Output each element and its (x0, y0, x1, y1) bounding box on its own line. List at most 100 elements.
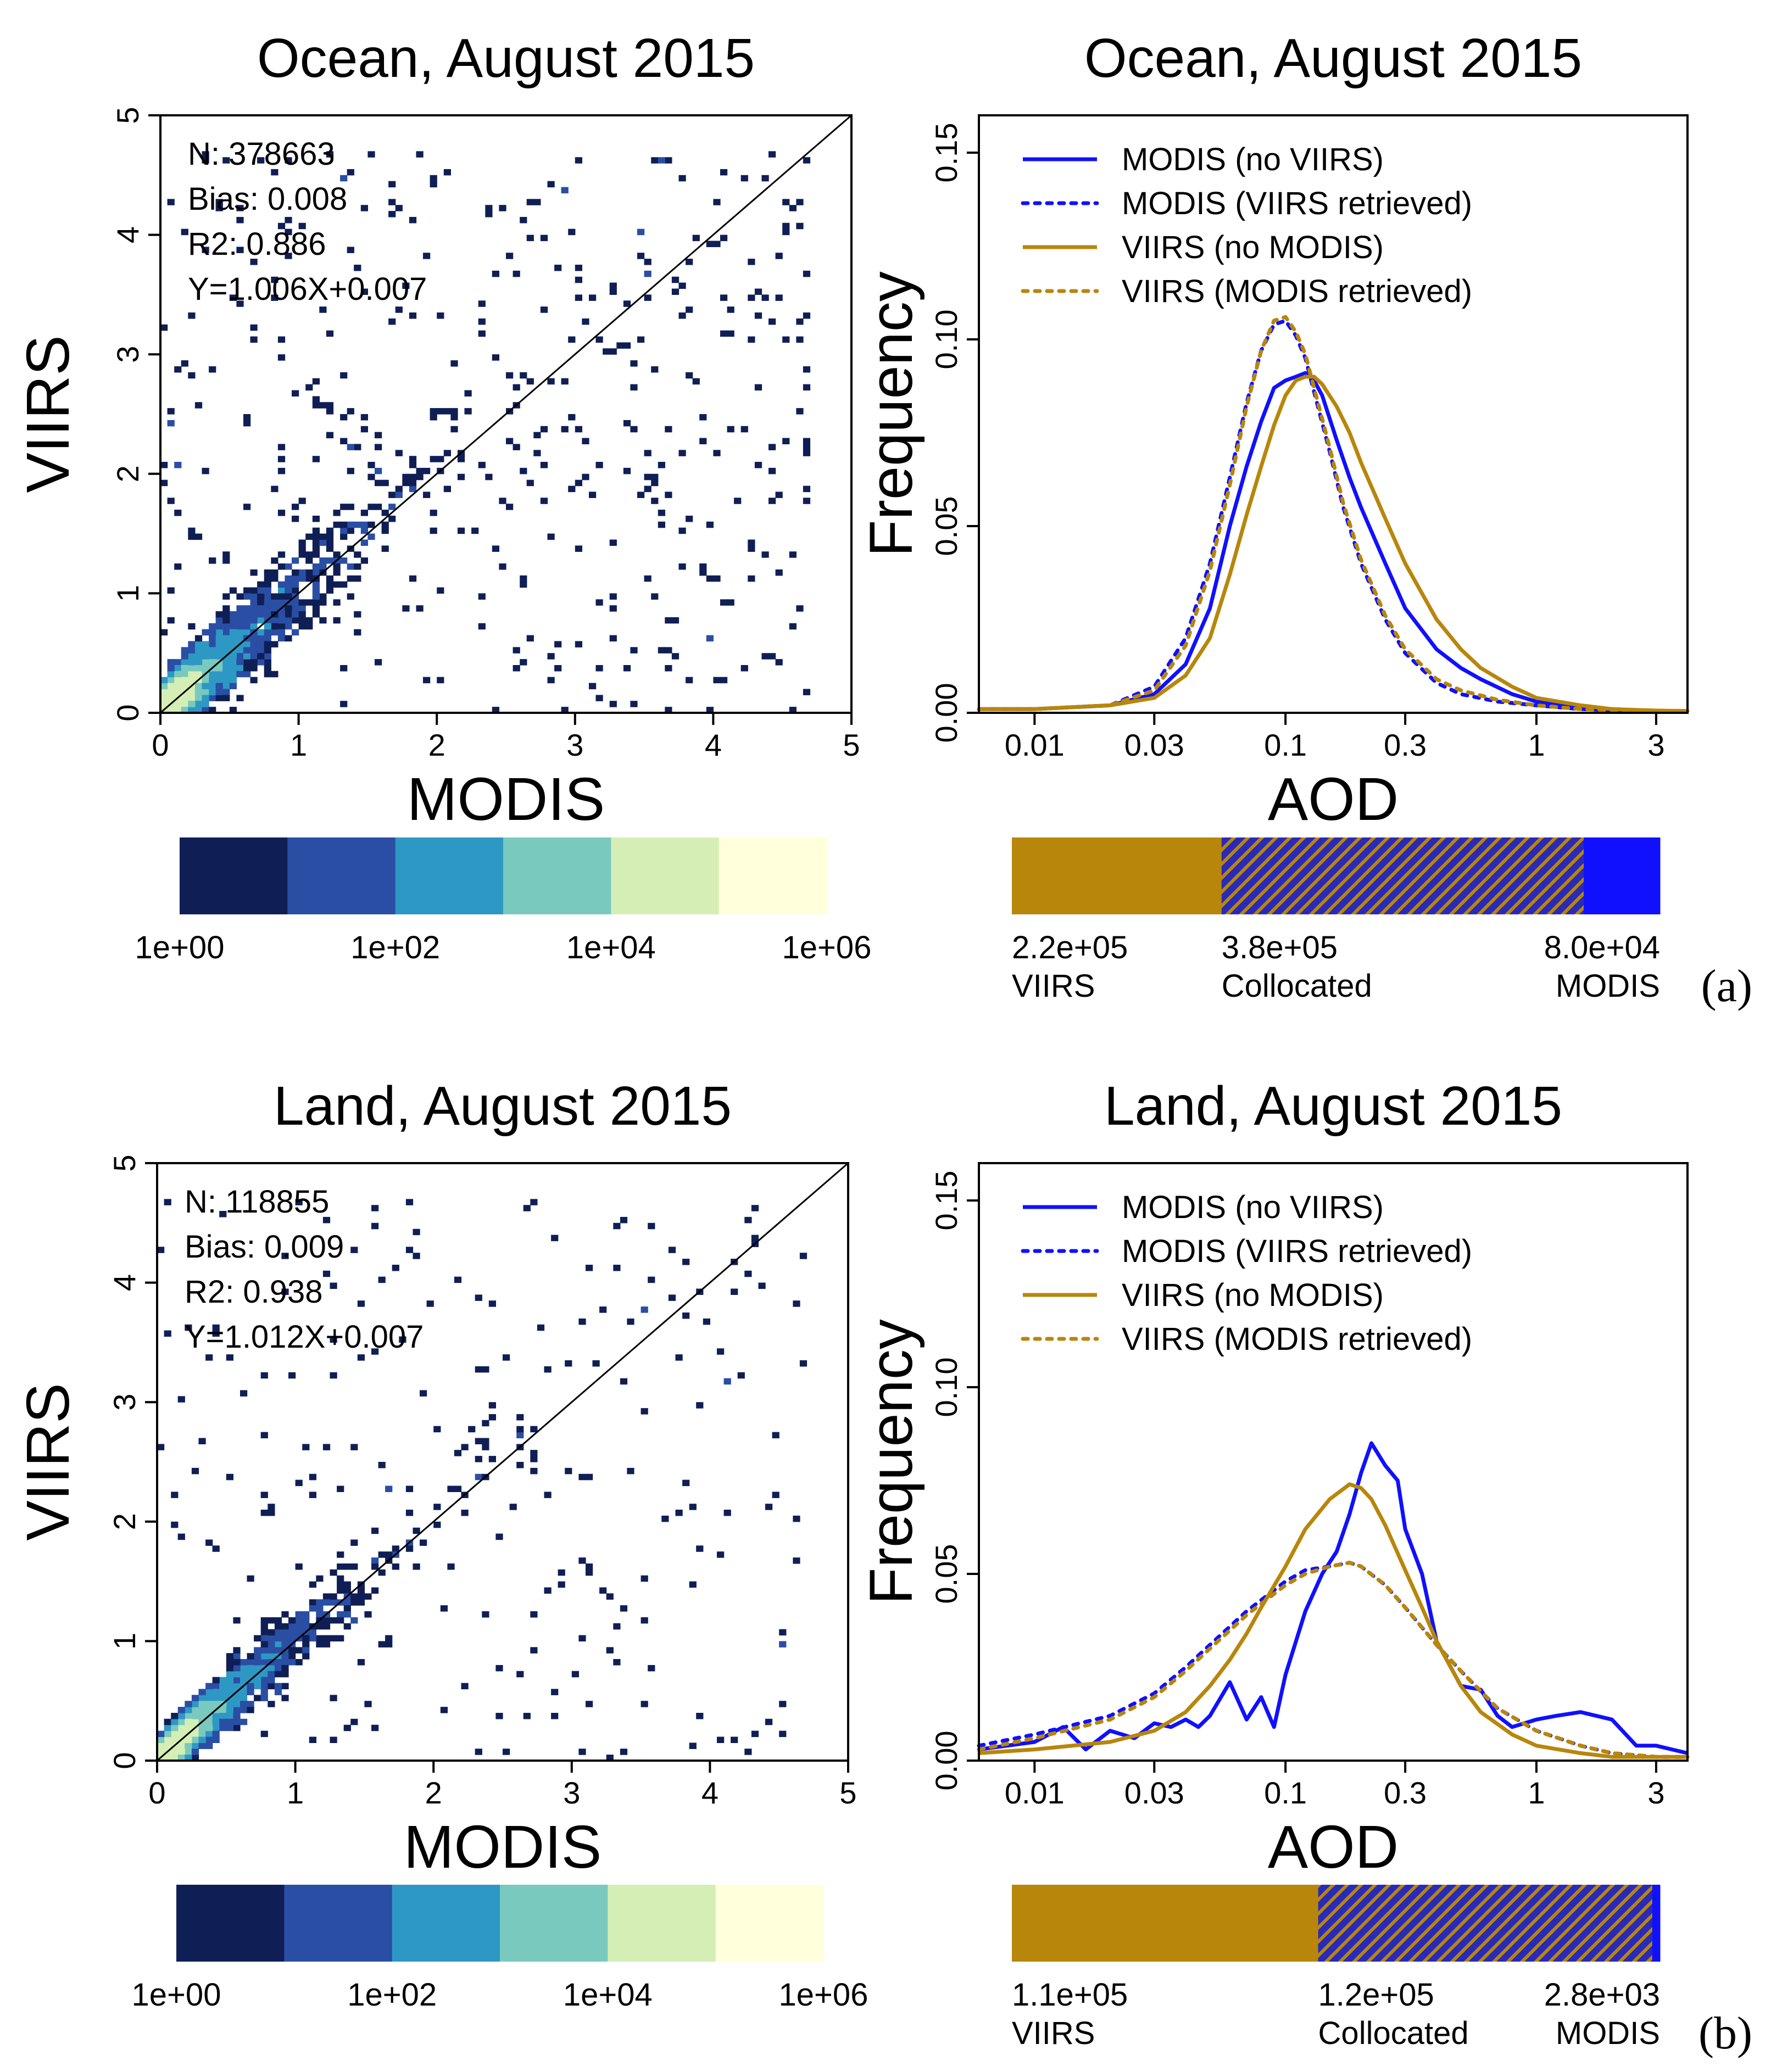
density-bin (185, 1701, 192, 1707)
density-bin (236, 665, 244, 672)
density-bin (350, 1617, 358, 1624)
density-bin (222, 695, 230, 701)
x-tick-label: 2 (428, 728, 445, 762)
density-bin (233, 1671, 241, 1678)
density-bin (226, 1473, 233, 1481)
density-bin (295, 1629, 303, 1636)
density-bin (371, 1563, 379, 1570)
density-bin (675, 1354, 683, 1361)
density-bin (167, 671, 175, 678)
density-bin (748, 259, 755, 265)
density-bin (516, 1462, 524, 1468)
series-line-modis-no-viirs (979, 371, 1688, 713)
density-bin (277, 510, 286, 516)
density-bin (281, 1659, 289, 1666)
plot-frame (156, 1162, 849, 1762)
density-bin (575, 294, 582, 301)
density-bin (226, 1701, 233, 1707)
density-bin (202, 157, 209, 164)
density-bin (405, 1199, 414, 1205)
density-bin (243, 611, 251, 618)
density-bin (188, 533, 196, 540)
density-bin (157, 1736, 165, 1743)
density-bin (222, 665, 230, 672)
density-bin (295, 1611, 303, 1618)
colorbar-label: 1e+04 (563, 1977, 653, 2013)
density-bin (385, 1485, 393, 1492)
density-bin (731, 1288, 738, 1295)
density-bin (174, 677, 182, 684)
density-bin (395, 306, 403, 313)
density-bin (533, 450, 541, 456)
density-bin (167, 707, 175, 713)
count-category: MODIS (1556, 2015, 1660, 2051)
density-bin (250, 593, 258, 600)
density-bin (222, 557, 230, 564)
density-bin (443, 485, 451, 493)
density-bin (717, 1551, 725, 1558)
density-bin (164, 1724, 171, 1732)
density-bin (285, 617, 292, 624)
one-to-one-line (160, 114, 852, 714)
density-bin (202, 647, 209, 654)
count-segment-collocated (1318, 1885, 1653, 1962)
density-bin (171, 1521, 179, 1528)
density-bin (243, 647, 251, 654)
density-bin (454, 1450, 462, 1456)
density-bin (547, 533, 555, 540)
density-bin (388, 504, 396, 510)
density-bin (202, 247, 209, 253)
density-bin (268, 1635, 275, 1641)
count-category: MODIS (1556, 968, 1660, 1004)
density-bin (305, 569, 313, 576)
density-bin (205, 1701, 213, 1707)
density-bin (285, 605, 292, 612)
density-bin (236, 653, 244, 660)
density-bin (268, 1701, 275, 1707)
density-bin (164, 1736, 171, 1743)
density-bin (268, 1641, 275, 1647)
density-bin (164, 1743, 171, 1749)
density-bin (222, 605, 230, 612)
density-bin (167, 617, 175, 624)
density-bin (350, 1593, 358, 1600)
density-bin (423, 467, 431, 474)
density-bin (222, 671, 230, 678)
density-bin (215, 671, 223, 678)
plot-frame (978, 1162, 1689, 1762)
density-bin (506, 253, 514, 259)
density-bin (250, 569, 258, 576)
density-bin (658, 157, 665, 164)
density-bin (271, 641, 279, 647)
density-bin (347, 563, 354, 570)
density-bin (250, 336, 258, 343)
density-bin (326, 432, 334, 439)
density-bin (723, 1510, 731, 1516)
density-bin (768, 498, 776, 504)
density-bin (793, 1300, 800, 1307)
density-bin (803, 444, 811, 450)
density-bin (803, 157, 811, 164)
density-bin (333, 581, 341, 588)
density-bin (354, 444, 361, 450)
density-bin (292, 599, 299, 606)
density-bin (641, 1306, 648, 1313)
density-bin (337, 1611, 344, 1618)
density-bin (744, 1216, 752, 1224)
density-bin (578, 1473, 586, 1481)
density-bin (205, 1743, 213, 1749)
density-bin (347, 169, 354, 176)
density-bin (219, 1211, 227, 1217)
density-bin (420, 1539, 427, 1546)
density-bin (322, 1641, 331, 1647)
density-bin (623, 665, 631, 672)
density-bin (250, 647, 258, 654)
density-bin (485, 205, 493, 211)
density-bin (202, 695, 209, 701)
density-bin (513, 384, 520, 391)
density-bin (720, 677, 728, 684)
y-tick-label: 0.15 (929, 123, 964, 183)
density-bin (354, 551, 361, 558)
density-bin (461, 1444, 469, 1450)
density-bin (194, 683, 203, 690)
